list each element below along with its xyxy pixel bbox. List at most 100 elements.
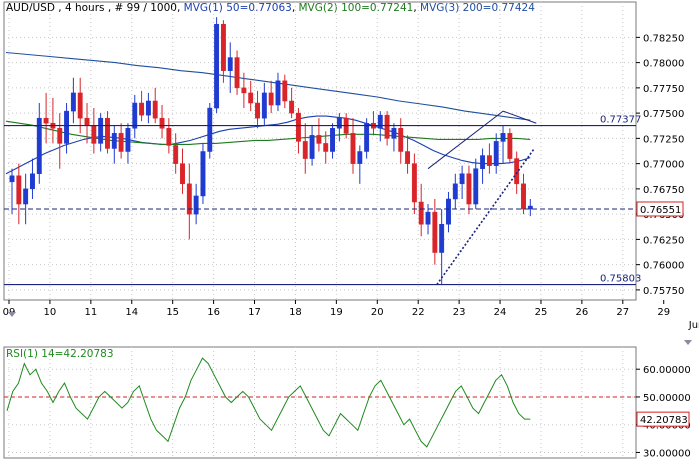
- header-symbol: AUD/USD: [6, 2, 55, 14]
- candle-body: [30, 173, 35, 190]
- candle-body: [330, 128, 335, 152]
- candle-body: [159, 117, 165, 129]
- price-tick-label: 0.75750: [643, 286, 684, 297]
- candle: [350, 118, 356, 174]
- candle-body: [255, 102, 260, 119]
- candle: [43, 92, 49, 144]
- candle-body: [91, 124, 97, 144]
- time-tick-label: 10: [44, 307, 57, 318]
- candle-body: [132, 102, 138, 129]
- trend-line-upper: [427, 110, 504, 170]
- header-ma2: MVG(2) 100=0.77241: [299, 2, 414, 14]
- candle-body: [391, 128, 397, 139]
- candle: [480, 148, 486, 184]
- candle: [405, 135, 411, 174]
- candle: [255, 90, 260, 129]
- candle: [241, 72, 247, 109]
- candle-body: [480, 155, 486, 169]
- candle-body: [84, 117, 90, 126]
- candle-body: [446, 198, 451, 225]
- candle: [527, 198, 533, 217]
- candle-body: [357, 151, 363, 164]
- candle: [180, 148, 185, 194]
- candle: [323, 131, 329, 164]
- candle-body: [23, 188, 29, 205]
- time-tick-label: 15: [166, 307, 179, 318]
- price-tick-label: 0.78250: [643, 33, 684, 44]
- candle-body: [118, 133, 124, 152]
- candle-body: [282, 80, 288, 102]
- candle-body: [493, 141, 499, 166]
- candle-body: [111, 133, 117, 149]
- candle-body: [527, 205, 533, 210]
- time-tick-label: 27: [616, 307, 629, 318]
- candle: [459, 165, 465, 199]
- trend-overlays: 0.77377 0.75803: [4, 110, 641, 286]
- time-tick-label: 20: [371, 307, 384, 318]
- candle-body: [43, 117, 49, 124]
- header-ma1: MVG(1) 50=0.77063: [184, 2, 292, 14]
- candle: [111, 125, 117, 164]
- candle-body: [521, 183, 526, 210]
- candle: [418, 183, 424, 237]
- candle-body: [275, 80, 281, 106]
- candle: [377, 111, 383, 142]
- candle: [118, 123, 124, 159]
- candle: [159, 105, 165, 139]
- candle-body: [105, 117, 110, 149]
- price-tick-label: 0.76750: [643, 185, 684, 196]
- candle: [275, 72, 281, 112]
- candle: [268, 80, 274, 114]
- candle-body: [241, 87, 247, 94]
- candle: [193, 183, 199, 225]
- candle: [30, 158, 35, 199]
- candle: [64, 103, 70, 154]
- candle-body: [9, 175, 15, 183]
- price-axis: 0.757500.760000.762500.765000.767500.770…: [636, 33, 684, 297]
- time-tick-label: 26: [576, 307, 589, 318]
- candle-body: [152, 100, 158, 119]
- candle: [186, 163, 192, 240]
- candle: [330, 123, 335, 159]
- rsi-current-box: [636, 411, 690, 427]
- scroll-right-icon[interactable]: [684, 340, 692, 345]
- candle-body: [207, 107, 213, 152]
- candle-body: [193, 195, 199, 215]
- candle-body: [64, 110, 70, 144]
- price-tick-label: 0.76000: [643, 261, 684, 272]
- candle-body: [289, 100, 295, 114]
- candle: [57, 113, 63, 169]
- header-bars: # 99 / 1000: [115, 2, 177, 14]
- candle: [173, 133, 179, 174]
- time-tick-label: 29: [657, 307, 670, 318]
- candle-body: [57, 128, 63, 144]
- candle-body: [302, 141, 308, 159]
- candle: [23, 173, 29, 225]
- candle-body: [295, 112, 301, 142]
- candle-body: [77, 92, 83, 119]
- candle: [77, 77, 83, 134]
- candle-body: [323, 143, 329, 152]
- time-tick-label: 19: [330, 307, 343, 318]
- candle: [446, 191, 451, 233]
- candle-body: [316, 135, 322, 144]
- candle: [521, 173, 526, 215]
- candle-body: [261, 92, 267, 119]
- rsi-panel-frame: [3, 346, 637, 459]
- candle: [500, 125, 506, 164]
- scroll-left-icon[interactable]: [8, 312, 16, 317]
- candle-body: [500, 133, 506, 142]
- rsi-tick-label: 30.00000: [643, 448, 691, 459]
- candle: [282, 74, 288, 109]
- chart-header: AUD/USD , 4 hours , # 99 / 1000, MVG(1) …: [6, 2, 535, 14]
- candle-body: [473, 168, 479, 205]
- candle-body: [200, 151, 206, 197]
- candle: [9, 168, 15, 215]
- candle-body: [486, 155, 492, 166]
- candle-body: [309, 135, 315, 159]
- time-tick-label: 23: [453, 307, 466, 318]
- candle-body: [173, 145, 179, 164]
- time-sublabel: Jun/30: [688, 320, 699, 331]
